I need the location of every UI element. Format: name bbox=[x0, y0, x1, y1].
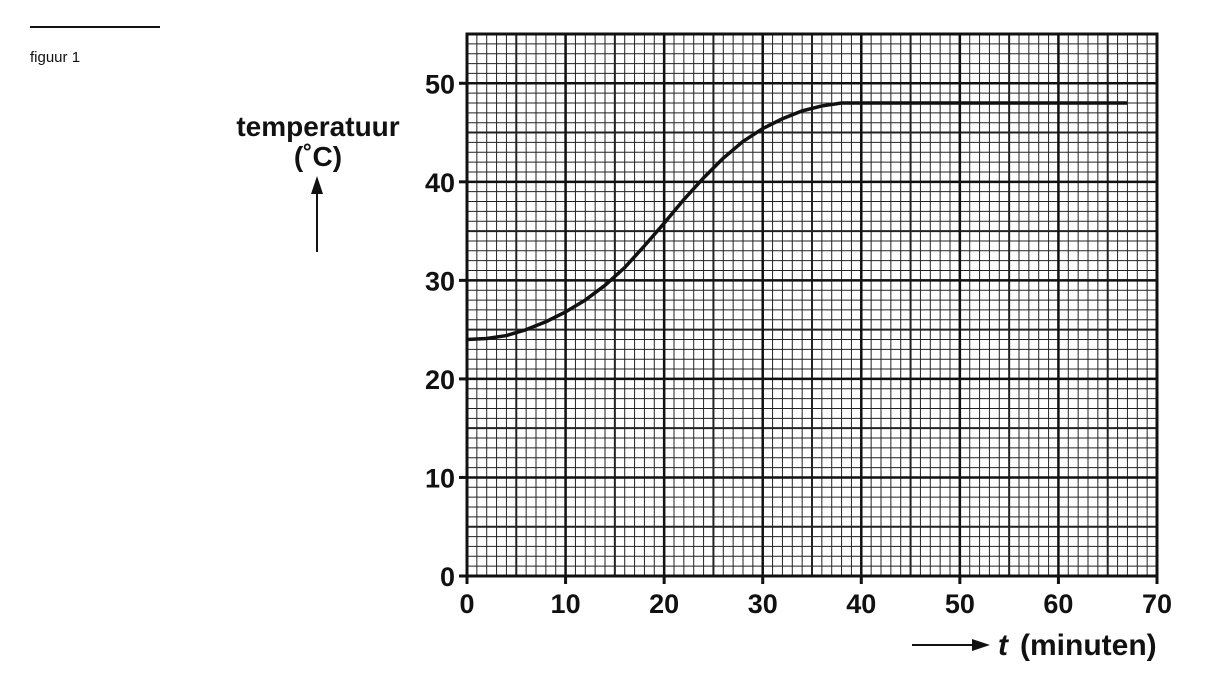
x-arrow bbox=[912, 639, 990, 651]
y-label: (˚C) bbox=[294, 141, 342, 172]
data-line bbox=[466, 101, 1128, 342]
x-tick-label: 50 bbox=[945, 589, 975, 619]
x-tick-label: 40 bbox=[846, 589, 876, 619]
y-tick-label: 10 bbox=[425, 463, 455, 493]
y-tick-label: 40 bbox=[425, 168, 455, 198]
y-tick-label: 50 bbox=[425, 69, 455, 99]
y-tick-label: 20 bbox=[425, 365, 455, 395]
figure-label: figuur 1 bbox=[30, 49, 80, 66]
x-tick-label: 10 bbox=[551, 589, 581, 619]
y-tick-label: 0 bbox=[440, 562, 455, 592]
x-tick-label: 0 bbox=[459, 589, 474, 619]
x-tick-label: 30 bbox=[748, 589, 778, 619]
x-label: (minuten) bbox=[1020, 629, 1157, 662]
y-arrow bbox=[311, 176, 323, 252]
x-tick-label: 60 bbox=[1043, 589, 1073, 619]
y-label: temperatuur bbox=[236, 111, 399, 142]
x-tick-label: 70 bbox=[1142, 589, 1172, 619]
plot: 0 10 20 30 40 50 0 10 20 30 40 50 60 70 bbox=[425, 32, 1172, 619]
x-label-symbol: t bbox=[998, 629, 1010, 662]
y-tick-label: 30 bbox=[425, 266, 455, 296]
plot-frame bbox=[465, 32, 1159, 578]
x-tick-label: 20 bbox=[649, 589, 679, 619]
